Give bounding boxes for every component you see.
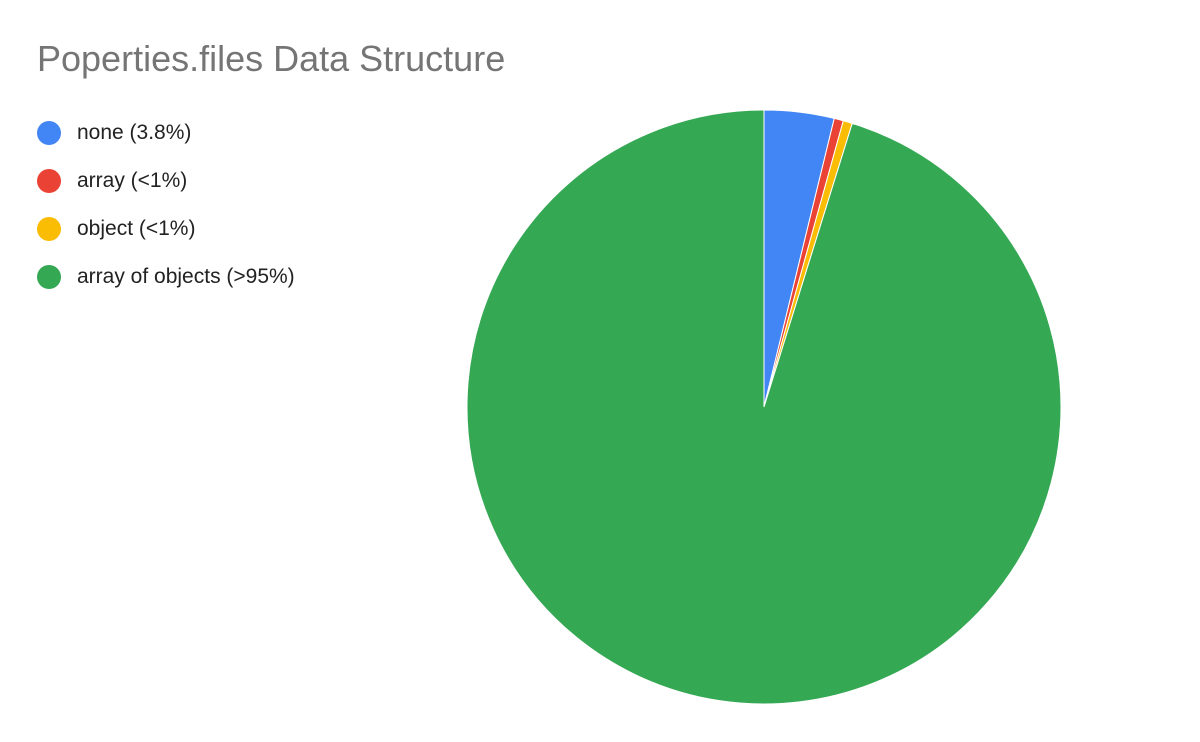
legend-item-none[interactable]: none (3.8%) <box>37 109 295 157</box>
pie-slices <box>466 109 1062 705</box>
legend-item-array-of-objects[interactable]: array of objects (>95%) <box>37 253 295 301</box>
legend-swatch-none <box>37 121 61 145</box>
legend-swatch-object <box>37 217 61 241</box>
legend-swatch-array-of-objects <box>37 265 61 289</box>
legend-label-array-of-objects: array of objects (>95%) <box>77 265 295 288</box>
legend-label-object: object (<1%) <box>77 217 196 240</box>
legend-item-object[interactable]: object (<1%) <box>37 205 295 253</box>
chart-title: Poperties.files Data Structure <box>37 38 506 79</box>
legend: none (3.8%) array (<1%) object (<1%) arr… <box>37 109 295 301</box>
legend-label-array: array (<1%) <box>77 169 188 192</box>
legend-item-array[interactable]: array (<1%) <box>37 157 295 205</box>
legend-label-none: none (3.8%) <box>77 121 192 144</box>
pie-slice-array-of-objects[interactable] <box>466 109 1062 705</box>
legend-swatch-array <box>37 169 61 193</box>
